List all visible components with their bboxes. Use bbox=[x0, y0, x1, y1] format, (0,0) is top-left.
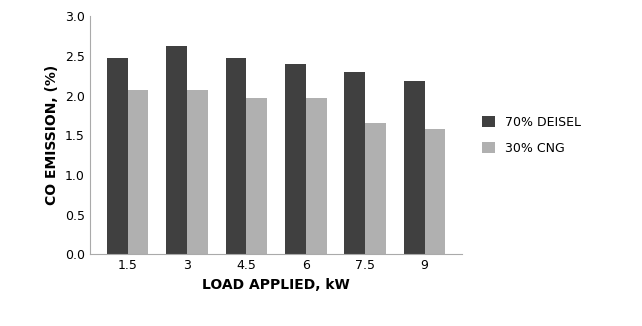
Bar bbox=[365, 124, 386, 254]
Legend: 70% DEISEL, 30% CNG: 70% DEISEL, 30% CNG bbox=[476, 110, 587, 161]
Bar bbox=[344, 72, 365, 254]
Bar bbox=[306, 98, 327, 254]
Bar bbox=[285, 64, 306, 254]
Bar bbox=[247, 98, 267, 254]
Bar bbox=[128, 90, 148, 254]
Bar bbox=[107, 58, 128, 254]
Bar bbox=[424, 129, 446, 254]
X-axis label: LOAD APPLIED, kW: LOAD APPLIED, kW bbox=[202, 278, 350, 292]
Bar bbox=[225, 58, 247, 254]
Bar bbox=[404, 82, 424, 254]
Bar bbox=[166, 46, 187, 254]
Y-axis label: CO EMISSION, (%): CO EMISSION, (%) bbox=[46, 65, 60, 205]
Bar bbox=[187, 90, 208, 254]
